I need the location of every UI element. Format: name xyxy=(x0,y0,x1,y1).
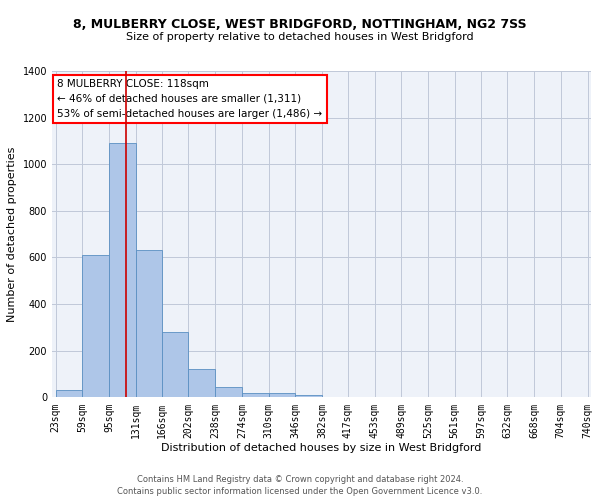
Text: 8 MULBERRY CLOSE: 118sqm
← 46% of detached houses are smaller (1,311)
53% of sem: 8 MULBERRY CLOSE: 118sqm ← 46% of detach… xyxy=(58,79,323,118)
Text: Size of property relative to detached houses in West Bridgford: Size of property relative to detached ho… xyxy=(126,32,474,42)
Text: Contains public sector information licensed under the Open Government Licence v3: Contains public sector information licen… xyxy=(118,486,482,496)
Bar xyxy=(242,392,269,398)
Bar xyxy=(56,390,82,398)
Bar xyxy=(82,255,109,398)
X-axis label: Distribution of detached houses by size in West Bridgford: Distribution of detached houses by size … xyxy=(161,443,482,453)
Bar xyxy=(269,392,295,398)
Bar xyxy=(215,387,242,398)
Text: Contains HM Land Registry data © Crown copyright and database right 2024.: Contains HM Land Registry data © Crown c… xyxy=(137,476,463,484)
Bar xyxy=(162,332,188,398)
Bar xyxy=(188,370,215,398)
Bar xyxy=(295,395,322,398)
Text: 8, MULBERRY CLOSE, WEST BRIDGFORD, NOTTINGHAM, NG2 7SS: 8, MULBERRY CLOSE, WEST BRIDGFORD, NOTTI… xyxy=(73,18,527,30)
Bar xyxy=(136,250,162,398)
Y-axis label: Number of detached properties: Number of detached properties xyxy=(7,146,17,322)
Bar xyxy=(109,143,136,398)
